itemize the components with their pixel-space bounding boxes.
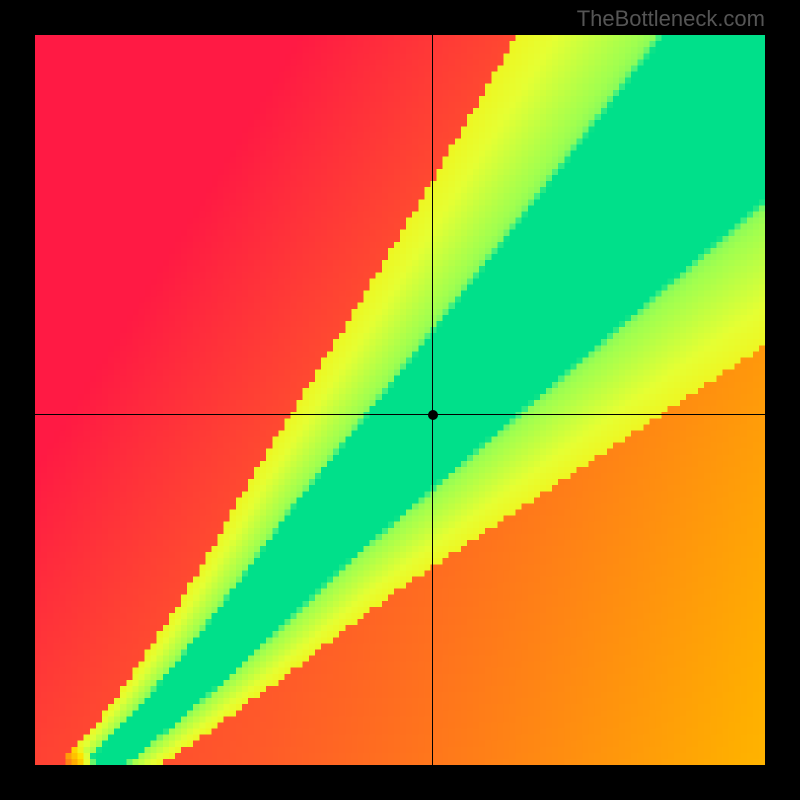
crosshair-vertical [432,35,433,765]
crosshair-horizontal [35,414,765,415]
watermark-text: TheBottleneck.com [577,6,765,32]
chart-container: TheBottleneck.com [0,0,800,800]
selected-point-marker [428,410,438,420]
bottleneck-heatmap [35,35,765,765]
